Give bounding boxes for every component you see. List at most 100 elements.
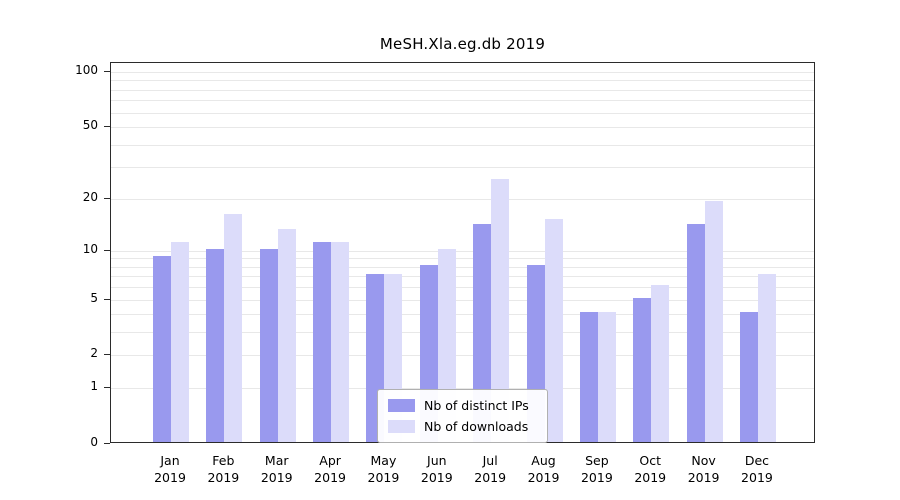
- gridline-9: [111, 258, 814, 260]
- bar-mar-distinct-ips: [259, 248, 278, 442]
- x-tick-label-mar: Mar 2019: [249, 452, 305, 486]
- x-tick-year: 2019: [687, 470, 720, 485]
- legend-item-distinct-ips: Nb of distinct IPs: [388, 398, 529, 413]
- x-tick-year: 2019: [154, 470, 186, 485]
- y-tick-mark-5: [104, 298, 110, 300]
- legend: Nb of distinct IPs Nb of downloads: [377, 389, 548, 443]
- gridline-4: [111, 314, 814, 316]
- bar-jan-distinct-ips: [153, 256, 171, 442]
- bar-oct-distinct-ips: [633, 297, 652, 442]
- bar-apr-downloads: [331, 241, 350, 442]
- bar-jul-downloads: [491, 179, 510, 442]
- x-tick-month: Feb: [212, 453, 235, 468]
- y-tick-mark-0: [104, 443, 110, 444]
- gridline-6: [111, 287, 814, 289]
- gridline-90: [111, 80, 814, 82]
- gridline-5: [111, 299, 814, 301]
- bar-feb-distinct-ips: [206, 248, 225, 442]
- legend-item-downloads: Nb of downloads: [388, 419, 529, 434]
- y-tick-mark-1: [104, 387, 110, 389]
- y-tick-label-20: 20: [82, 189, 98, 204]
- x-tick-label-dec: Dec 2019: [729, 452, 785, 486]
- y-tick-label-5: 5: [90, 290, 98, 305]
- x-tick-month: Sep: [585, 453, 609, 468]
- x-tick-label-apr: Apr 2019: [302, 452, 358, 486]
- gridline-3: [111, 332, 814, 334]
- x-tick-year: 2019: [260, 470, 293, 485]
- x-tick-year: 2019: [314, 470, 346, 485]
- x-tick-month: Mar: [264, 453, 289, 468]
- x-tick-year: 2019: [634, 470, 667, 485]
- gridline-100: [111, 72, 814, 73]
- x-tick-label-feb: Feb 2019: [195, 452, 251, 486]
- bar-dec-distinct-ips: [739, 312, 758, 442]
- x-tick-label-aug: Aug 2019: [516, 452, 572, 486]
- gridline-20: [111, 198, 814, 200]
- y-tick-mark-2: [104, 354, 110, 356]
- y-tick-label-50: 50: [82, 118, 98, 133]
- bar-nov-downloads: [704, 200, 723, 442]
- x-tick-label-jul: Jul 2019: [462, 452, 518, 486]
- gridline-2: [111, 355, 814, 357]
- gridline-7: [111, 276, 814, 278]
- x-tick-month: May: [370, 453, 397, 468]
- y-tick-label-0: 0: [90, 435, 98, 449]
- x-tick-label-oct: Oct 2019: [622, 452, 678, 486]
- y-tick-mark-100: [104, 71, 110, 72]
- x-tick-year: 2019: [474, 470, 507, 485]
- bar-aug-downloads: [544, 218, 563, 442]
- x-tick-month: Dec: [744, 453, 770, 468]
- y-tick-label-2: 2: [90, 346, 98, 361]
- legend-swatch-downloads: [388, 420, 415, 433]
- bar-feb-downloads: [224, 213, 243, 442]
- x-tick-label-jun: Jun 2019: [409, 452, 465, 486]
- x-tick-year: 2019: [527, 470, 560, 485]
- x-tick-month: Aug: [531, 453, 556, 468]
- gridline-1: [111, 388, 814, 390]
- y-tick-label-1: 1: [90, 379, 98, 394]
- legend-swatch-distinct-ips: [388, 399, 415, 412]
- y-tick-mark-10: [104, 249, 110, 251]
- y-tick-mark-20: [104, 197, 110, 199]
- bar-apr-distinct-ips: [313, 241, 332, 442]
- x-tick-month: Jul: [482, 453, 498, 468]
- x-tick-month: Apr: [319, 453, 341, 468]
- gridline-10: [111, 250, 814, 252]
- plot-area: [110, 62, 815, 443]
- x-tick-label-may: May 2019: [355, 452, 411, 486]
- x-tick-label-nov: Nov 2019: [676, 452, 732, 486]
- y-tick-label-10: 10: [82, 241, 98, 256]
- gridline-60: [111, 112, 814, 114]
- bar-sep-downloads: [597, 312, 616, 442]
- x-tick-year: 2019: [420, 470, 453, 485]
- y-tick-mark-50: [104, 126, 110, 128]
- bar-jan-downloads: [171, 241, 189, 442]
- bar-oct-downloads: [651, 285, 670, 442]
- bar-sep-distinct-ips: [579, 312, 598, 442]
- x-tick-label-jan: Jan 2019: [142, 452, 198, 486]
- gridline-8: [111, 266, 814, 268]
- legend-label-distinct-ips: Nb of distinct IPs: [424, 398, 529, 413]
- bar-mar-downloads: [277, 229, 296, 442]
- x-tick-month: Jan: [160, 453, 180, 468]
- bar-nov-distinct-ips: [686, 223, 705, 442]
- x-tick-month: Jun: [427, 453, 447, 468]
- gridline-80: [111, 89, 814, 91]
- x-tick-label-sep: Sep 2019: [569, 452, 625, 486]
- x-tick-year: 2019: [207, 470, 240, 485]
- gridline-40: [111, 144, 814, 146]
- gridline-70: [111, 100, 814, 102]
- gridline-50: [111, 127, 814, 129]
- x-tick-year: 2019: [367, 470, 400, 485]
- bar-dec-downloads: [757, 274, 776, 442]
- x-tick-year: 2019: [741, 470, 773, 485]
- gridline-30: [111, 167, 814, 169]
- x-tick-month: Oct: [639, 453, 662, 468]
- bar-jul-distinct-ips: [473, 223, 492, 442]
- chart-title: MeSH.Xla.eg.db 2019: [379, 35, 546, 53]
- y-tick-label-100: 100: [75, 63, 98, 77]
- x-tick-month: Nov: [691, 453, 716, 468]
- legend-label-downloads: Nb of downloads: [424, 419, 529, 434]
- x-tick-year: 2019: [580, 470, 613, 485]
